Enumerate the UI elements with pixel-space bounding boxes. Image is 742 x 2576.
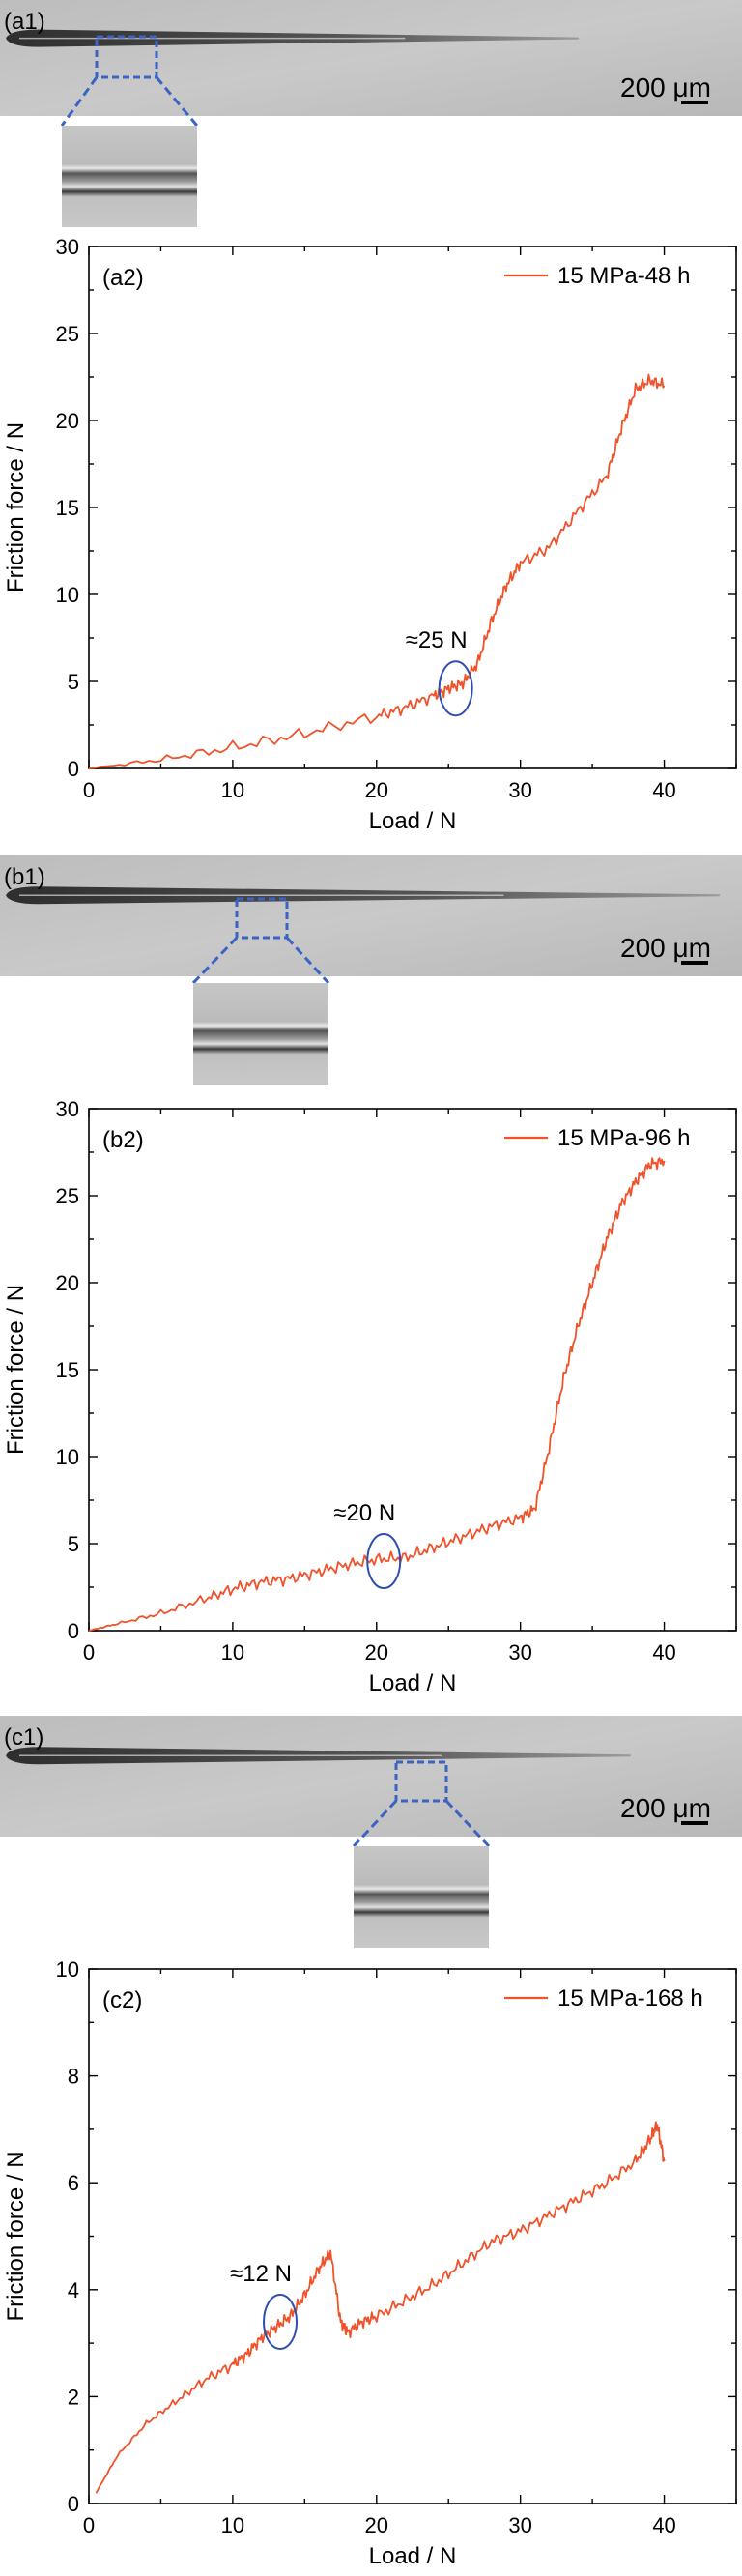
scale-bar-text: 200 μm — [620, 72, 711, 102]
micrograph-panel: (b1) 200 μm — [0, 855, 742, 1085]
y-tick-label: 6 — [68, 2171, 79, 2195]
x-axis-label: Load / N — [369, 2543, 457, 2569]
x-tick-label: 20 — [365, 778, 388, 802]
y-tick-label: 15 — [56, 1358, 79, 1382]
y-tick-label: 0 — [68, 757, 79, 781]
y-tick-label: 10 — [56, 1957, 79, 1982]
y-tick-label: 4 — [68, 2278, 79, 2302]
plot-frame — [88, 246, 737, 769]
micrograph-label: (c1) — [4, 1724, 43, 1751]
y-tick-label: 10 — [56, 583, 79, 607]
x-tick-label: 10 — [221, 1640, 244, 1664]
y-tick-label: 0 — [68, 2492, 79, 2516]
zoom-connector-right — [285, 936, 330, 985]
chart: 0 10 20 30 40 0 5 10 15 20 25 30 Load / N Friction fo… — [3, 1097, 737, 1696]
x-tick-label: 0 — [83, 2513, 95, 2537]
zoom-connector-right — [155, 76, 199, 127]
series-line — [95, 2121, 666, 2494]
zoom-connector-left — [60, 76, 99, 127]
annotation-ellipse — [366, 1533, 402, 1589]
zoom-region-box — [235, 897, 289, 940]
x-tick-label: 0 — [83, 1640, 95, 1664]
y-tick-label: 5 — [68, 670, 79, 694]
chart: 0 10 20 30 40 0 5 10 15 20 25 30 Load / N Friction fo… — [3, 235, 737, 834]
y-tick-label: 0 — [68, 1619, 79, 1643]
annotation-ellipse — [438, 660, 473, 717]
x-tick-label: 20 — [365, 1640, 388, 1664]
x-tick-label: 0 — [83, 778, 95, 802]
y-tick-label: 25 — [56, 1184, 79, 1208]
micrograph-background — [0, 0, 742, 116]
y-tick-label: 10 — [56, 1445, 79, 1469]
x-tick-label: 10 — [221, 2513, 244, 2537]
x-tick-label: 10 — [221, 778, 244, 802]
x-tick-label: 40 — [652, 778, 675, 802]
x-tick-label: 20 — [365, 2513, 388, 2537]
y-axis-label: Friction force / N — [3, 2151, 29, 2321]
x-tick-label: 30 — [508, 778, 531, 802]
zoom-connector-left — [352, 1799, 398, 1848]
x-tick-label: 40 — [652, 2513, 675, 2537]
micrograph-label: (b1) — [4, 864, 45, 890]
series-line — [88, 1157, 666, 1632]
panel-label: (c2) — [102, 1987, 142, 2013]
micrograph-background — [0, 1716, 742, 1837]
zoom-inset-image — [193, 983, 328, 1085]
zoom-connector-right — [444, 1799, 491, 1848]
plot-frame — [88, 1968, 737, 2504]
x-axis-label: Load / N — [369, 808, 457, 834]
annotation-label: ≈12 N — [230, 2261, 292, 2287]
y-tick-label: 30 — [56, 1097, 79, 1121]
y-tick-label: 30 — [56, 235, 79, 259]
zoom-region-box — [95, 35, 158, 79]
x-axis-label: Load / N — [369, 1670, 457, 1696]
y-axis-label: Friction force / N — [3, 1285, 29, 1455]
y-tick-label: 25 — [56, 322, 79, 346]
y-tick-label: 20 — [56, 1271, 79, 1295]
series-line — [88, 373, 666, 769]
x-tick-label: 40 — [652, 1640, 675, 1664]
chart: 0 10 20 30 40 0 2 4 6 8 10 Load / N Friction force /… — [3, 1957, 737, 2569]
y-tick-label: 20 — [56, 409, 79, 433]
x-tick-label: 30 — [508, 2513, 531, 2537]
annotation-label: ≈20 N — [333, 1500, 395, 1526]
micrograph-background — [0, 855, 742, 976]
scale-bar-text: 200 μm — [620, 933, 711, 963]
annotation-ellipse — [263, 2293, 299, 2350]
zoom-region-box — [394, 1760, 448, 1803]
plot-frame — [88, 1108, 737, 1632]
annotation-label: ≈25 N — [406, 627, 468, 653]
zoom-inset-image — [354, 1846, 489, 1948]
panel-label: (b2) — [102, 1127, 144, 1153]
micrograph-label: (a1) — [4, 9, 45, 35]
y-tick-label: 15 — [56, 496, 79, 520]
micrograph-panel: (c1) 200 μm — [0, 1716, 742, 1948]
x-tick-label: 30 — [508, 1640, 531, 1664]
y-tick-label: 5 — [68, 1532, 79, 1556]
legend-entry: 15 MPa-48 h — [557, 263, 690, 289]
legend-entry: 15 MPa-168 h — [557, 1985, 703, 2012]
zoom-inset-image — [62, 126, 197, 227]
y-tick-label: 2 — [68, 2385, 79, 2409]
panel-label: (a2) — [102, 265, 144, 291]
zoom-connector-left — [191, 936, 239, 985]
scale-bar-text: 200 μm — [620, 1793, 711, 1823]
legend-entry: 15 MPa-96 h — [557, 1125, 690, 1151]
micrograph-panel: (a1) 200 μm — [0, 0, 742, 227]
y-tick-label: 8 — [68, 2065, 79, 2089]
y-axis-label: Friction force / N — [3, 422, 29, 593]
